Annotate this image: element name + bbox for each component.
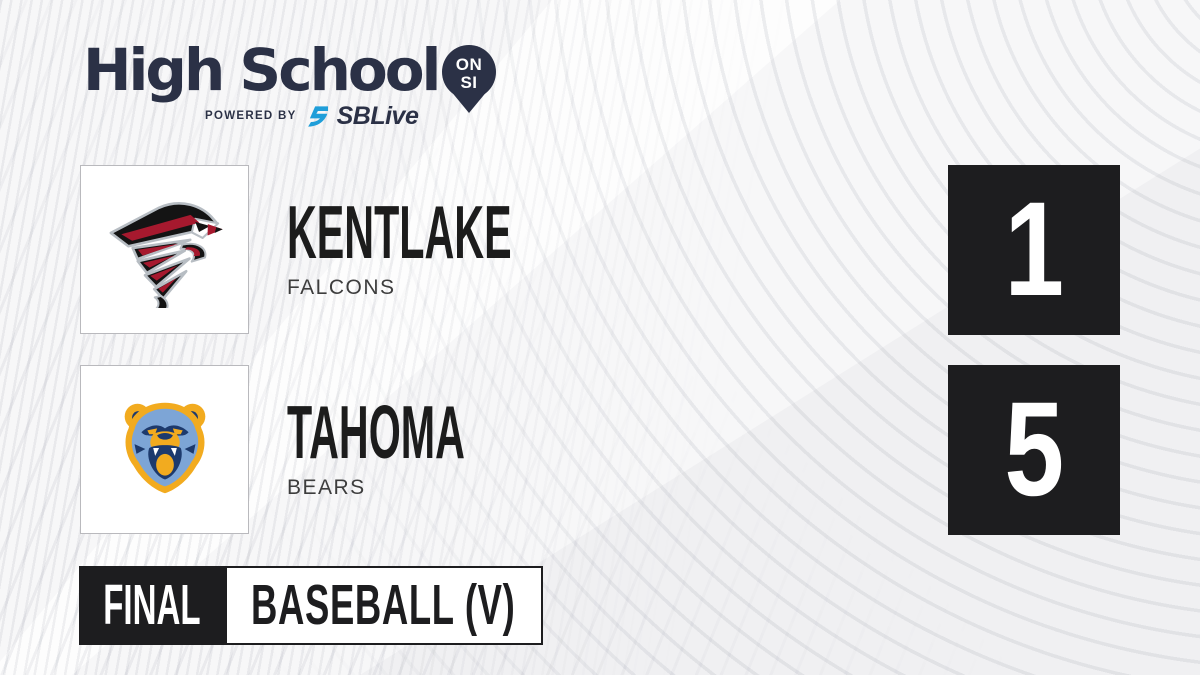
kentlake-score-box: 1 — [948, 165, 1120, 335]
sblive-bolt-icon — [307, 105, 328, 127]
team-name: TAHOMA — [287, 390, 465, 474]
kentlake-logo-box — [80, 165, 249, 334]
brand-title: High School — [83, 36, 441, 104]
team-mascot: FALCONS — [287, 276, 396, 299]
team-row-kentlake: KENTLAKE FALCONS 1 — [80, 165, 1120, 335]
tahoma-logo-box — [80, 365, 249, 534]
sblive-wordmark: SBLive — [336, 101, 419, 130]
team-score: 1 — [1004, 175, 1064, 324]
game-status-box: FINAL — [79, 566, 225, 645]
team-row-tahoma: TAHOMA BEARS 5 — [80, 365, 1120, 535]
tahoma-score-box: 5 — [948, 365, 1120, 535]
game-status-label: FINAL — [103, 573, 201, 637]
team-name: KENTLAKE — [287, 190, 512, 274]
powered-by-row: POWERED BY SBLive — [205, 101, 419, 130]
pin-badge-line2: SI — [460, 73, 477, 92]
team-score: 5 — [1004, 375, 1064, 524]
event-label: BASEBALL (V) — [251, 573, 516, 637]
team-mascot: BEARS — [287, 476, 366, 499]
bear-logo-icon — [124, 402, 205, 493]
event-box: BASEBALL (V) — [225, 566, 543, 645]
falcon-logo-icon — [109, 201, 223, 308]
footer-status-bar: FINAL BASEBALL (V) — [79, 566, 543, 645]
powered-by-label: POWERED BY — [205, 110, 297, 122]
pin-badge-line1: ON — [456, 55, 483, 74]
on-si-pin-icon: ON SI — [442, 45, 496, 113]
